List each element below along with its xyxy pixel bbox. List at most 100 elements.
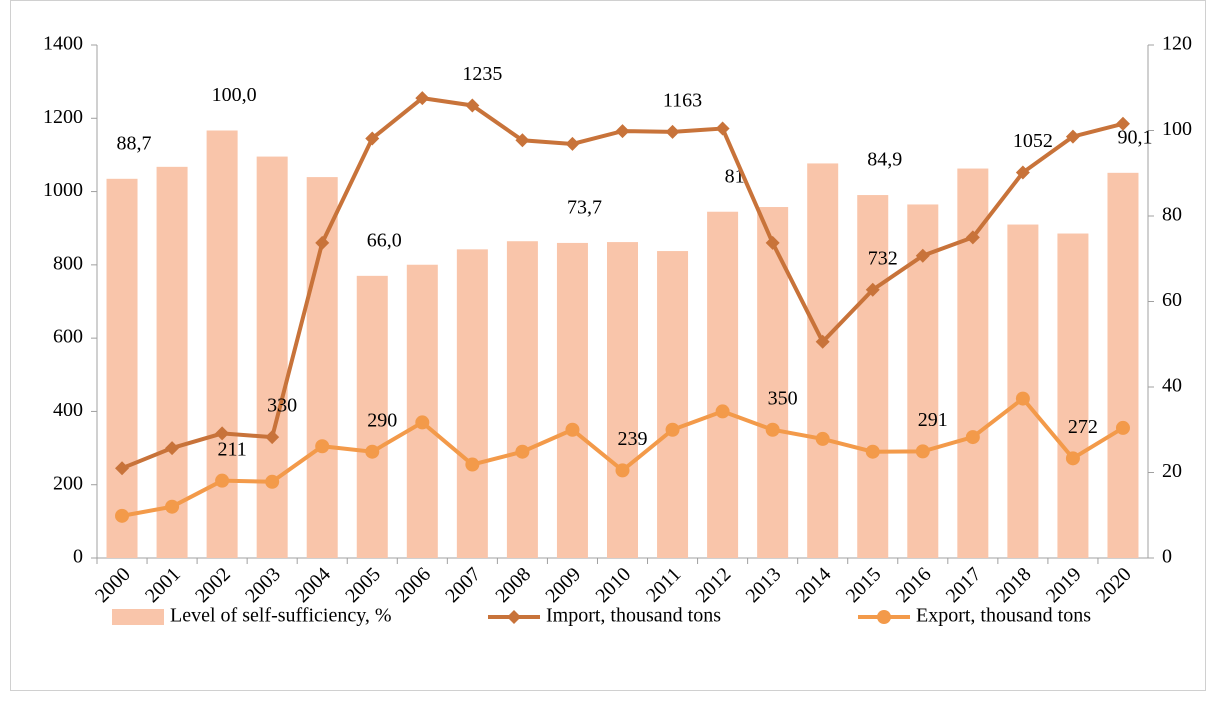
y-tick-label: 200: [53, 472, 83, 494]
marker: [265, 430, 280, 445]
marker: [765, 422, 780, 437]
bar: [857, 195, 889, 559]
bar: [456, 249, 488, 558]
marker: [965, 230, 980, 245]
data-label: 290: [367, 409, 397, 431]
marker: [1015, 165, 1030, 180]
data-label: 239: [618, 428, 648, 450]
y2-tick-label: 80: [1162, 204, 1182, 226]
legend-label: Export, thousand tons: [916, 605, 1091, 627]
y-tick-label: 1400: [43, 33, 83, 55]
x-tick-label: 2012: [692, 563, 736, 607]
data-label: 100,0: [212, 84, 257, 106]
y-tick-label: 600: [53, 326, 83, 348]
x-tick-label: 2001: [141, 563, 185, 607]
bar: [106, 178, 138, 558]
marker: [715, 121, 730, 136]
bar: [406, 264, 438, 558]
data-label: 66,0: [367, 229, 402, 251]
marker: [1115, 116, 1130, 131]
y2-tick-label: 100: [1162, 118, 1192, 140]
marker: [465, 457, 480, 472]
marker: [865, 444, 880, 459]
chart-border: [10, 0, 1206, 691]
y-tick-label: 1000: [43, 179, 83, 201]
legend-marker: [507, 610, 521, 624]
y2-tick-label: 0: [1162, 546, 1172, 568]
x-tick-label: 2003: [241, 563, 285, 607]
legend-marker: [877, 610, 891, 624]
bar: [256, 156, 288, 558]
marker: [765, 235, 780, 250]
y2-tick-label: 40: [1162, 375, 1182, 397]
x-tick-label: 2006: [391, 563, 435, 607]
data-label: 211: [217, 438, 246, 460]
bar: [206, 130, 238, 558]
y-tick-label: 400: [53, 399, 83, 421]
x-tick-label: 2002: [191, 563, 235, 607]
y2-tick-label: 60: [1162, 289, 1182, 311]
marker: [915, 248, 930, 263]
y2-tick-label: 20: [1162, 460, 1182, 482]
bar: [306, 177, 338, 558]
x-tick-label: 2004: [291, 563, 335, 607]
data-label: 88,7: [117, 132, 152, 154]
bar: [707, 211, 739, 558]
x-tick-label: 2014: [792, 563, 836, 607]
marker: [1065, 451, 1080, 466]
data-label: 272: [1068, 416, 1098, 438]
marker: [665, 422, 680, 437]
bar: [807, 163, 839, 559]
x-tick-label: 2015: [842, 563, 886, 607]
marker: [165, 441, 180, 456]
marker: [315, 439, 330, 454]
marker: [215, 473, 230, 488]
legend-label: Level of self-sufficiency, %: [170, 605, 392, 627]
data-label: 1235: [462, 63, 502, 85]
marker: [165, 499, 180, 514]
x-tick-label: 2018: [992, 563, 1036, 607]
data-label: 1163: [663, 89, 702, 111]
bar: [556, 242, 588, 558]
bar: [1107, 172, 1139, 558]
marker: [815, 334, 830, 349]
data-label: 291: [918, 409, 948, 431]
x-tick-label: 2020: [1092, 563, 1136, 607]
marker: [115, 508, 130, 523]
bar: [1007, 224, 1039, 559]
x-tick-label: 2005: [341, 563, 385, 607]
x-tick-label: 2011: [642, 563, 685, 606]
legend-label: Import, thousand tons: [546, 605, 721, 627]
marker: [915, 444, 930, 459]
data-label: 1052: [1013, 130, 1053, 152]
marker: [415, 415, 430, 430]
marker: [565, 136, 580, 151]
marker: [665, 124, 680, 139]
x-tick-label: 2017: [942, 563, 986, 607]
marker: [115, 461, 130, 476]
legend-swatch: [112, 609, 164, 625]
marker: [215, 426, 230, 441]
x-tick-label: 2010: [591, 563, 635, 607]
bar: [356, 275, 388, 558]
data-label: 73,7: [567, 197, 602, 219]
marker: [415, 91, 430, 106]
marker: [565, 422, 580, 437]
marker: [465, 98, 480, 113]
x-tick-label: 2000: [91, 563, 135, 607]
marker: [315, 235, 330, 250]
y2-tick-label: 120: [1162, 33, 1192, 55]
data-label: 350: [768, 387, 798, 409]
marker: [615, 463, 630, 478]
marker: [815, 431, 830, 446]
marker: [1065, 129, 1080, 144]
marker: [1015, 391, 1030, 406]
marker: [365, 131, 380, 146]
marker: [515, 133, 530, 148]
data-label: 732: [868, 247, 898, 269]
x-tick-label: 2007: [441, 563, 485, 607]
x-tick-label: 2019: [1042, 563, 1086, 607]
marker: [265, 474, 280, 489]
marker: [865, 282, 880, 297]
